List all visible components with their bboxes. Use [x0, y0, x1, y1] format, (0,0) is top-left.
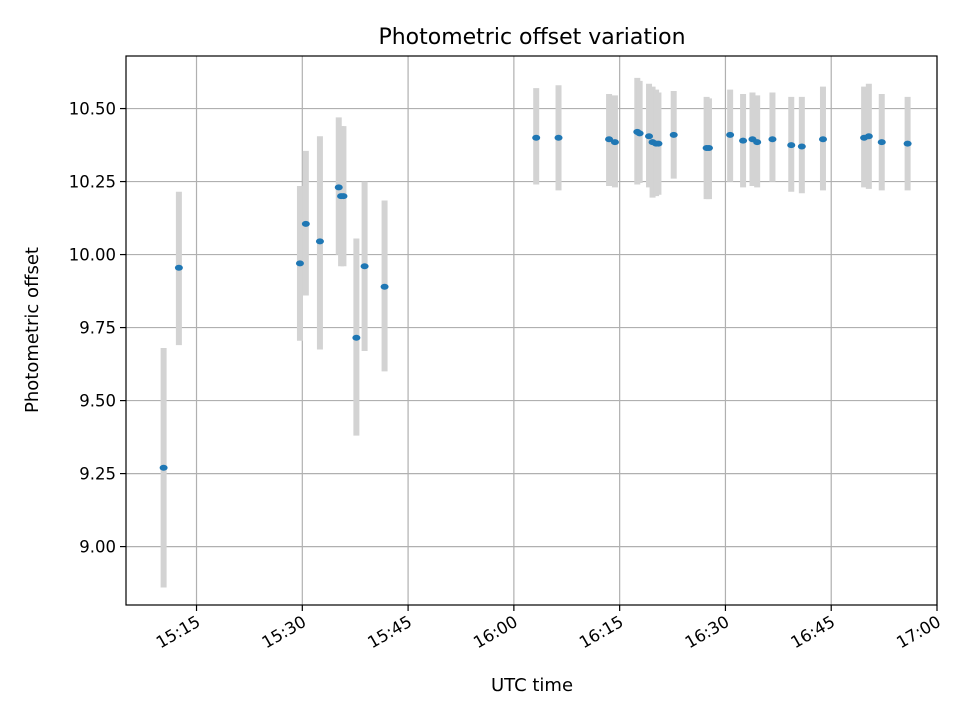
data-point — [877, 139, 886, 146]
data-point — [739, 137, 748, 144]
data-point — [554, 134, 563, 141]
y-axis-label: Photometric offset — [22, 247, 43, 413]
y-tick-label: 9.00 — [79, 538, 116, 557]
data-point — [864, 133, 873, 140]
data-point — [726, 131, 735, 138]
data-point — [334, 184, 343, 191]
data-point — [605, 136, 614, 143]
data-point — [654, 140, 663, 147]
data-point — [645, 133, 654, 140]
data-point — [532, 134, 541, 141]
x-tick-label: 16:00 — [470, 612, 521, 652]
data-point — [315, 238, 324, 245]
data-point — [301, 220, 310, 227]
grid — [126, 56, 938, 605]
y-tick-label: 9.25 — [79, 465, 116, 484]
x-tick-label: 16:45 — [788, 612, 839, 652]
y-tick-label: 10.25 — [69, 173, 116, 192]
data-point — [339, 193, 348, 200]
plot-frame — [125, 55, 938, 606]
data-point — [753, 139, 762, 146]
data-points — [159, 128, 912, 471]
error-bars — [160, 77, 911, 588]
data-point — [797, 143, 806, 150]
data-point — [818, 136, 827, 143]
x-tick-label: 16:30 — [682, 612, 733, 652]
x-tick-label: 15:15 — [153, 612, 204, 652]
data-point — [174, 264, 183, 271]
chart-title: Photometric offset variation — [378, 25, 685, 50]
x-axis-ticks: 15:15 15:30 15:45 16:00 16:15 16:30 16:45 17:00 — [153, 605, 944, 652]
x-axis-label: UTC time — [491, 675, 573, 696]
data-point — [380, 283, 389, 290]
x-tick-label: 17:00 — [893, 612, 944, 652]
x-tick-label: 15:45 — [364, 612, 415, 652]
data-point — [610, 139, 619, 146]
data-point — [635, 130, 644, 137]
x-tick-label: 15:30 — [259, 612, 310, 652]
data-point — [295, 260, 304, 267]
data-point — [159, 464, 168, 471]
data-point — [360, 263, 369, 270]
y-tick-label: 10.50 — [69, 100, 116, 119]
y-tick-label: 10.00 — [69, 246, 116, 265]
data-point — [352, 334, 361, 341]
data-point — [669, 131, 678, 138]
y-tick-label: 9.75 — [79, 319, 116, 338]
y-axis-ticks: 9.00 9.25 9.50 9.75 10.00 10.25 10.50 — [69, 100, 126, 557]
data-point — [903, 140, 912, 147]
data-point — [704, 144, 713, 151]
x-tick-label: 16:15 — [576, 612, 627, 652]
data-point — [768, 136, 777, 143]
y-tick-label: 9.50 — [79, 392, 116, 411]
data-point — [787, 142, 796, 149]
